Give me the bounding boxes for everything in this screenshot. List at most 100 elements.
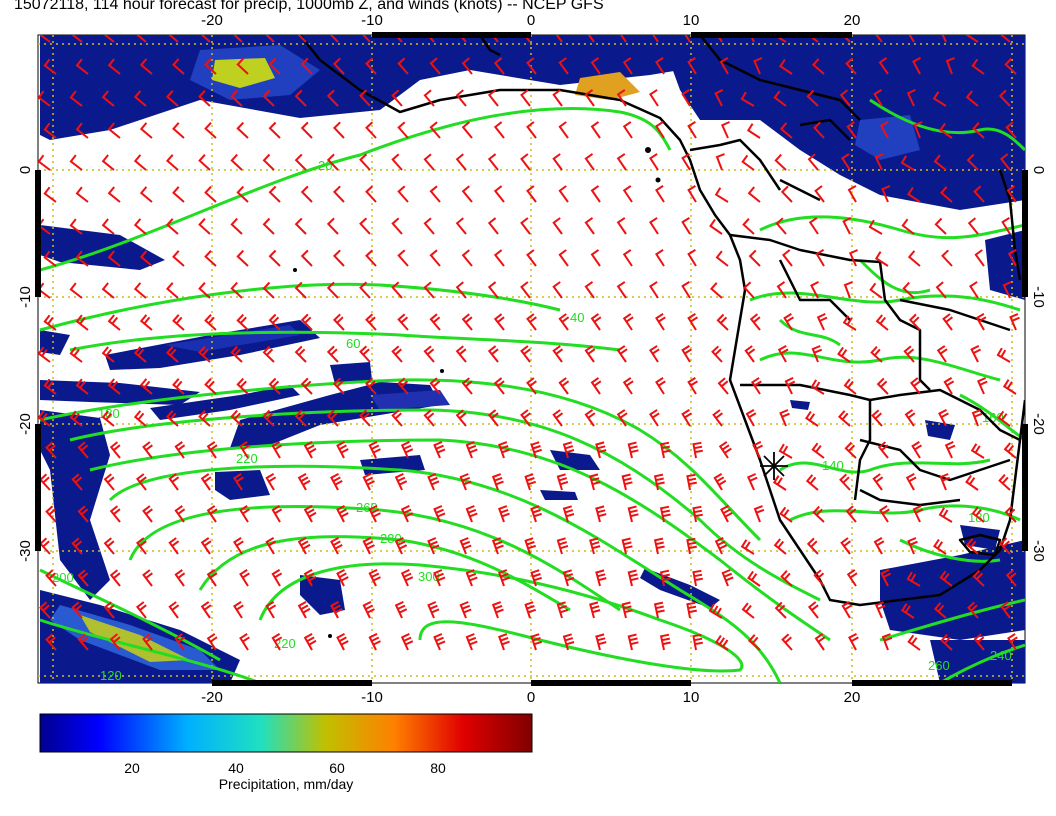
wind-barb bbox=[814, 185, 825, 203]
wind-barb bbox=[807, 153, 819, 171]
wind-barb bbox=[848, 249, 859, 267]
contour-label: 40 bbox=[570, 310, 584, 325]
wind-barb bbox=[998, 474, 1011, 491]
wind-barb bbox=[204, 58, 217, 75]
wind-barb bbox=[135, 473, 147, 491]
wind-barb bbox=[526, 377, 537, 395]
wind-barb bbox=[139, 58, 153, 75]
wind-barb bbox=[748, 249, 761, 267]
wind-barb bbox=[901, 218, 915, 235]
wind-barb bbox=[627, 569, 639, 587]
wind-barb bbox=[900, 155, 915, 171]
wind-barb bbox=[587, 35, 595, 43]
wind-barb bbox=[1004, 505, 1017, 523]
wind-barb bbox=[103, 537, 115, 555]
wind-barb bbox=[38, 90, 51, 107]
wind-barb bbox=[839, 473, 851, 491]
wind-barb bbox=[359, 89, 371, 107]
wind-barb bbox=[326, 89, 339, 107]
wind-barb bbox=[498, 633, 510, 651]
wind-barb bbox=[265, 537, 277, 555]
wind-barb bbox=[965, 90, 979, 107]
wind-barb bbox=[107, 314, 121, 331]
wind-barb bbox=[461, 185, 473, 203]
wind-barb bbox=[262, 217, 275, 235]
wind-barb bbox=[558, 57, 569, 75]
wind-barb bbox=[297, 35, 307, 43]
wind-barb bbox=[805, 474, 819, 491]
wind-barb bbox=[966, 153, 979, 171]
wind-barb bbox=[687, 377, 699, 395]
wind-barb bbox=[326, 281, 339, 299]
wind-barb bbox=[103, 35, 115, 43]
wind-barb bbox=[200, 473, 212, 491]
wind-barb bbox=[874, 601, 886, 619]
wind-barb bbox=[913, 121, 923, 139]
wind-barb bbox=[807, 35, 819, 43]
wind-barb bbox=[71, 473, 83, 491]
wind-barb bbox=[716, 313, 729, 331]
wind-barb bbox=[330, 537, 343, 555]
wind-barb bbox=[837, 346, 851, 363]
wind-barb bbox=[174, 505, 186, 523]
wind-barb bbox=[595, 441, 607, 459]
wind-barb bbox=[973, 633, 985, 651]
wind-barbs bbox=[38, 35, 1020, 651]
wind-barb bbox=[43, 314, 57, 331]
wind-barb bbox=[262, 345, 275, 363]
wind-barb bbox=[552, 281, 563, 299]
wind-barb bbox=[326, 345, 339, 363]
wind-barb bbox=[875, 35, 883, 43]
wind-barb bbox=[1000, 153, 1011, 171]
wind-barb bbox=[75, 250, 89, 267]
wind-barb bbox=[780, 570, 793, 587]
wind-barb bbox=[198, 154, 211, 171]
wind-barb bbox=[552, 89, 563, 107]
wind-barb bbox=[616, 281, 627, 299]
lat-tick: -10 bbox=[17, 286, 34, 308]
wind-barb bbox=[136, 35, 147, 43]
wind-barb bbox=[38, 154, 51, 171]
wind-barb bbox=[1005, 121, 1017, 139]
wind-barb bbox=[365, 249, 377, 267]
wind-barb bbox=[206, 569, 218, 587]
wind-barb bbox=[720, 121, 731, 139]
wind-barb bbox=[43, 122, 57, 139]
wind-barb bbox=[810, 379, 825, 395]
wind-barb bbox=[204, 186, 217, 203]
wind-barb bbox=[336, 505, 349, 523]
wind-barb bbox=[912, 57, 921, 75]
wind-barb bbox=[815, 249, 825, 267]
wind-barb bbox=[584, 217, 595, 235]
wind-barb bbox=[905, 473, 917, 491]
wind-barb bbox=[524, 601, 537, 619]
wind-barb bbox=[686, 537, 697, 555]
wind-barb bbox=[71, 601, 83, 619]
wind-barb bbox=[556, 537, 569, 555]
wind-barb bbox=[139, 122, 153, 139]
wind-barb bbox=[400, 568, 414, 587]
wind-barb bbox=[268, 249, 281, 267]
wind-barb bbox=[294, 281, 307, 299]
wind-barb bbox=[742, 218, 755, 235]
wind-barb bbox=[69, 282, 83, 299]
wind-barb bbox=[627, 441, 639, 459]
contour-label: 220 bbox=[236, 451, 258, 466]
wind-barb bbox=[939, 570, 953, 587]
wind-barb bbox=[427, 473, 440, 491]
wind-barb bbox=[941, 249, 953, 267]
wind-barb bbox=[524, 473, 537, 491]
wind-barb bbox=[686, 601, 697, 619]
wind-barb bbox=[622, 121, 633, 139]
lon-tick: 20 bbox=[844, 12, 861, 29]
wind-barb bbox=[230, 281, 243, 299]
wind-barb bbox=[520, 89, 531, 107]
wind-barb bbox=[262, 409, 275, 427]
wind-barb bbox=[368, 569, 381, 587]
wind-barb bbox=[332, 249, 345, 267]
wind-barb bbox=[332, 121, 345, 139]
wind-barb bbox=[1006, 185, 1017, 203]
wind-barb bbox=[71, 537, 83, 555]
wind-barb bbox=[493, 377, 505, 395]
wind-barb bbox=[749, 313, 761, 331]
